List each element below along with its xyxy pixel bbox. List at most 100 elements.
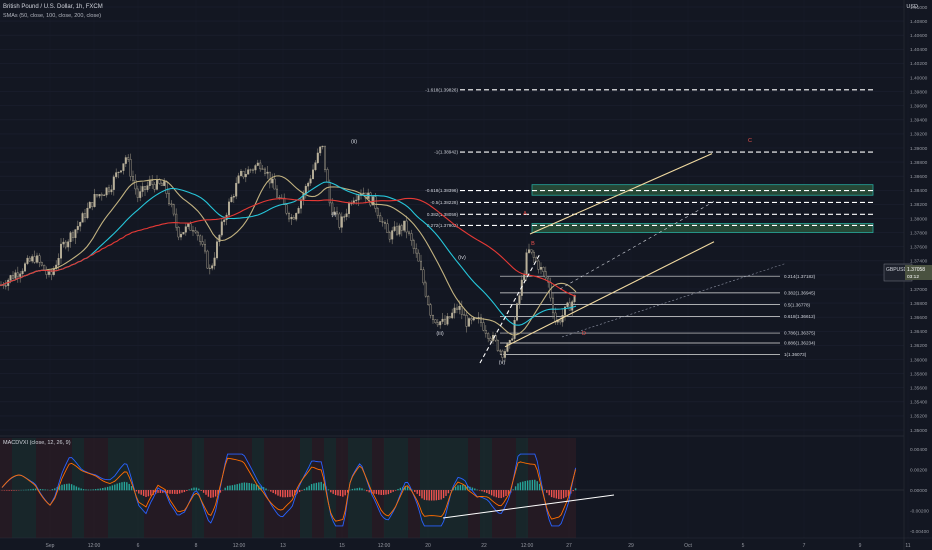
candle-body — [297, 208, 300, 214]
candle-body — [218, 234, 221, 242]
macd-histogram-bar — [392, 490, 394, 492]
macd-histogram-bar — [164, 490, 166, 493]
macd-histogram-bar — [349, 489, 351, 491]
macd-histogram-bar — [464, 485, 466, 491]
macd-histogram-bar — [553, 490, 555, 498]
candle-body — [227, 201, 230, 216]
candle-body — [511, 338, 514, 341]
candle-body — [220, 221, 223, 236]
macd-histogram-bar — [150, 490, 152, 496]
price-tick-label: 1.35400 — [910, 400, 928, 406]
candle-body — [393, 226, 396, 231]
candle-body — [345, 213, 348, 217]
target-zones — [531, 184, 874, 233]
candle-body — [463, 314, 466, 316]
macd-histogram-bar — [226, 485, 229, 491]
wave-label: (iv) — [458, 255, 466, 261]
macd-histogram-bar — [565, 490, 567, 498]
macd-histogram-bar — [157, 490, 159, 493]
candle-body — [98, 194, 101, 197]
candle-body — [249, 169, 252, 171]
price-tick-label: 1.35600 — [910, 386, 928, 392]
price-tick-label: 1.38200 — [910, 202, 928, 208]
candle-body — [432, 315, 435, 320]
macd-histogram-bar — [498, 490, 500, 498]
price-tick-label: 1.37000 — [910, 287, 928, 293]
macd-histogram-bar — [126, 482, 128, 491]
candle-body — [14, 272, 17, 279]
candle-body — [465, 315, 468, 327]
macd-histogram-bar — [205, 490, 207, 495]
candle-body — [398, 225, 401, 235]
macd-band — [456, 438, 468, 538]
macd-band — [288, 438, 300, 538]
macd-histogram-bar — [174, 490, 176, 494]
candle-body — [71, 232, 74, 238]
time-tick-label: 22 — [481, 543, 487, 549]
macd-band — [444, 438, 456, 538]
macd-histogram-bar — [459, 485, 462, 491]
macd-histogram-bar — [282, 490, 284, 498]
macd-histogram-bar — [346, 490, 349, 493]
candle-body — [422, 269, 425, 284]
candle-body — [532, 251, 535, 258]
candle-body — [247, 169, 250, 175]
macd-histogram-bar — [87, 489, 90, 491]
channel-lower-line — [504, 241, 715, 348]
macd-histogram-bar — [507, 490, 510, 495]
candle-body — [470, 318, 473, 321]
macd-band — [312, 438, 324, 538]
macd-histogram-bar — [102, 487, 104, 491]
price-tick-label: 1.39000 — [910, 146, 928, 152]
candle-body — [321, 145, 324, 148]
candle-body — [239, 170, 242, 176]
macd-histogram-bar — [97, 488, 99, 491]
macd-histogram-bar — [524, 481, 526, 491]
candle-body — [523, 274, 526, 281]
macd-histogram-bar — [387, 490, 390, 495]
macd-band — [168, 438, 180, 538]
macd-histogram-bar — [430, 490, 433, 501]
candle-body — [391, 230, 394, 240]
candle-body — [547, 277, 550, 283]
macd-histogram-bar — [406, 486, 409, 491]
macd-band — [504, 438, 516, 538]
candle-body — [165, 181, 168, 194]
candle-body — [151, 180, 154, 185]
candle-body — [540, 267, 543, 270]
macd-histogram-bar — [390, 490, 392, 493]
candle-body — [516, 303, 519, 321]
macd-histogram-bar — [366, 490, 368, 492]
macd-histogram-bar — [277, 490, 279, 496]
candle-body — [179, 233, 182, 238]
price-tick-label: 1.36200 — [910, 343, 928, 349]
candle-body — [36, 255, 39, 263]
candle-body — [139, 191, 142, 198]
macd-histogram-bar — [378, 490, 380, 495]
macd-histogram-bar — [159, 490, 162, 493]
candle-body — [237, 175, 240, 184]
macd-histogram-bar — [531, 479, 534, 491]
macd-histogram-bar — [301, 490, 303, 491]
candle-body — [441, 318, 444, 322]
fib-label: 0.618(1.36612) — [784, 314, 816, 319]
macd-histogram-bar — [118, 482, 121, 491]
time-tick-label: 11 — [905, 543, 910, 549]
candle-body — [26, 257, 29, 264]
candle-body — [261, 168, 264, 170]
macd-histogram-bar — [109, 486, 111, 491]
candle-body — [295, 213, 298, 220]
macd-histogram-bar — [560, 490, 562, 500]
macd-band — [408, 438, 420, 538]
macd-histogram-bar — [361, 488, 363, 491]
candle-body — [215, 241, 218, 259]
macd-histogram-bar — [27, 489, 30, 491]
time-axis: Sep 12:00 6 8 12:00 13 15 12:00 20 22 12:00 27 29 Oct… — [0, 537, 932, 549]
macd-histogram-bar — [85, 489, 87, 491]
macd-histogram-bar — [318, 482, 320, 491]
macd-band — [324, 438, 336, 538]
candle-body — [93, 194, 96, 207]
macd-histogram-bar — [344, 490, 346, 496]
macd-band — [60, 438, 72, 538]
